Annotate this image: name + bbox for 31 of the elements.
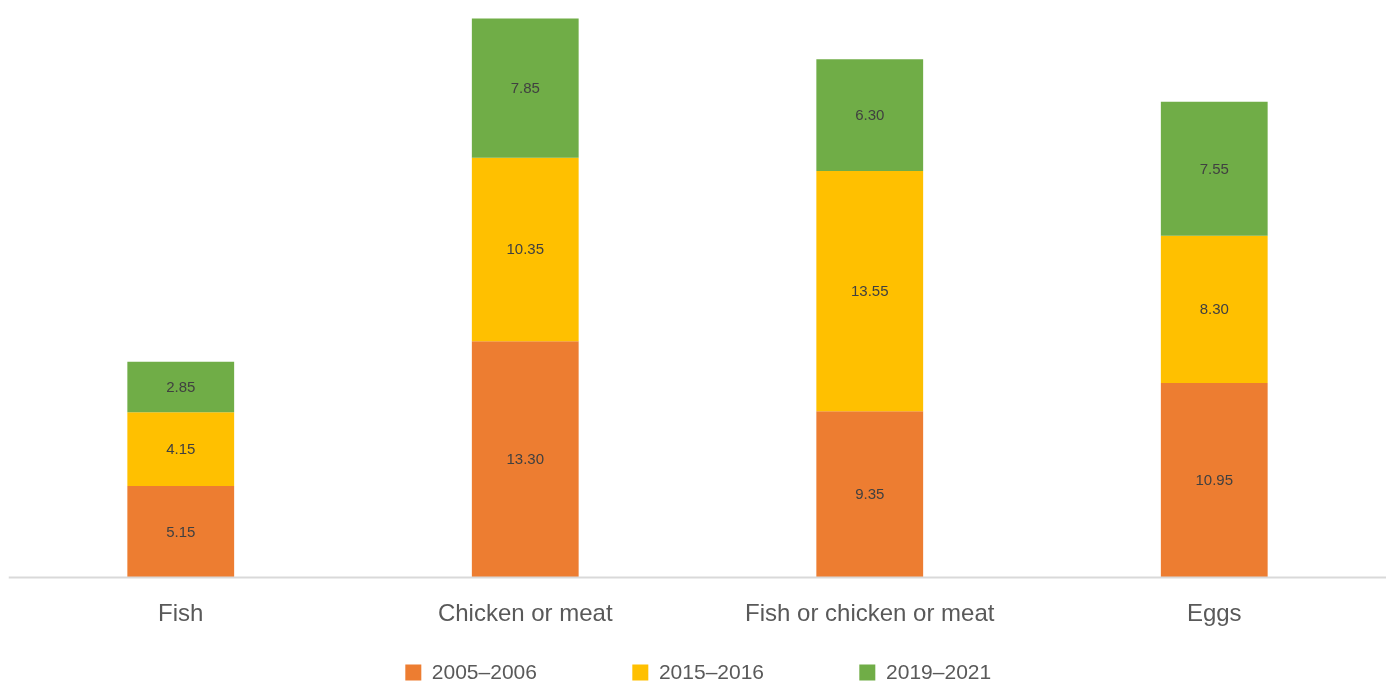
bar bbox=[816, 411, 924, 578]
bar bbox=[1160, 101, 1268, 236]
data-label: 5.15 bbox=[166, 522, 196, 540]
data-label: 6.30 bbox=[855, 106, 885, 124]
x-tick-label: Chicken or meat bbox=[437, 599, 613, 627]
bar bbox=[471, 18, 579, 158]
data-label: 10.35 bbox=[506, 240, 545, 258]
legend-label: 2019–2021 bbox=[886, 660, 992, 684]
bar bbox=[127, 412, 235, 486]
data-label: 4.15 bbox=[166, 440, 196, 458]
x-tick-label: Fish bbox=[158, 599, 204, 627]
bar bbox=[816, 59, 924, 171]
data-label: 8.30 bbox=[1199, 300, 1229, 318]
data-label: 13.55 bbox=[850, 282, 889, 300]
data-label: 10.95 bbox=[1195, 471, 1234, 489]
bar bbox=[471, 157, 579, 342]
data-label: 7.85 bbox=[510, 79, 540, 97]
x-tick-label: Fish or chicken or meat bbox=[745, 599, 995, 627]
data-label: 13.30 bbox=[506, 450, 545, 468]
x-tick-label: Eggs bbox=[1186, 599, 1242, 627]
bar bbox=[1160, 382, 1268, 578]
bar bbox=[127, 361, 235, 413]
data-label: 7.55 bbox=[1199, 159, 1229, 177]
data-label: 2.85 bbox=[166, 377, 196, 395]
data-label: 9.35 bbox=[855, 485, 885, 503]
legend-label: 2015–2016 bbox=[658, 660, 765, 684]
bar bbox=[471, 341, 579, 578]
bar bbox=[816, 170, 924, 412]
bar bbox=[127, 485, 235, 578]
bar bbox=[1160, 235, 1268, 383]
legend-label: 2005–2006 bbox=[431, 660, 537, 684]
